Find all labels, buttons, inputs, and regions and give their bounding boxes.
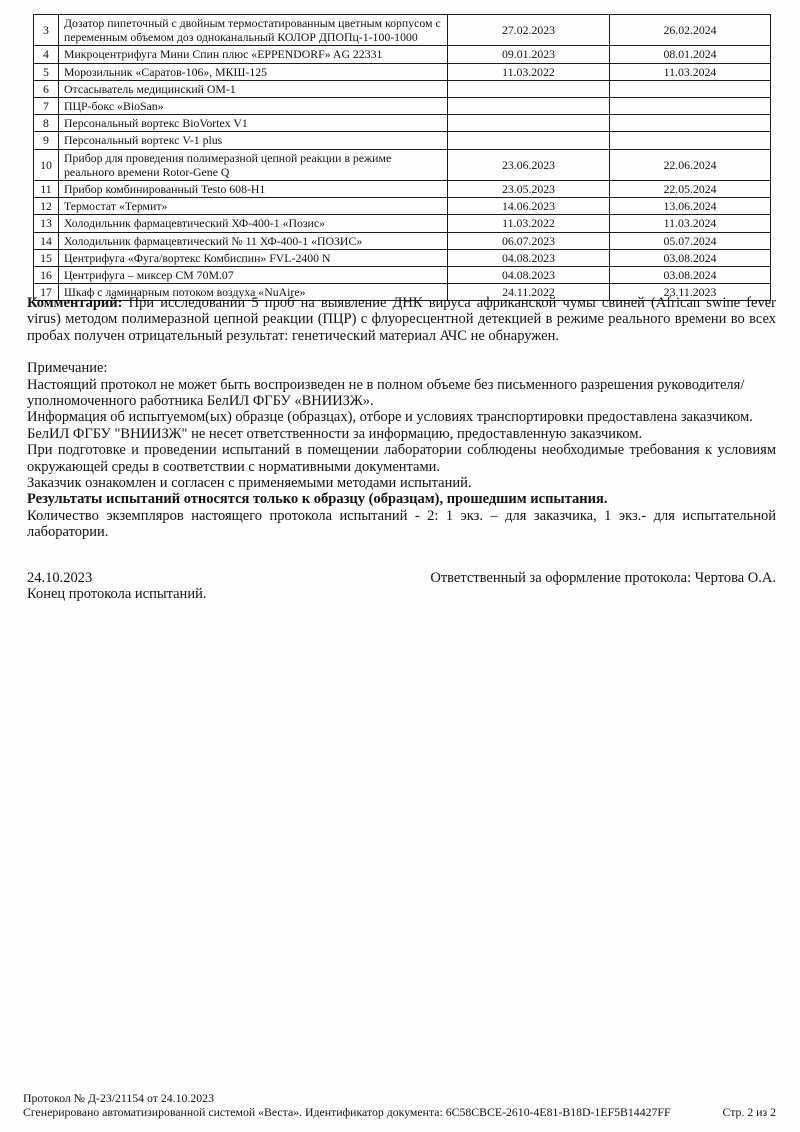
commentary-paragraph: Комментарий: При исследовании 5 проб на …	[27, 295, 776, 344]
signoff-date: 24.10.2023	[27, 569, 93, 586]
verification-date-cell: 23.05.2023	[447, 180, 610, 199]
footer-page-number: Стр. 2 из 2	[722, 1105, 776, 1120]
equipment-table: 3 Дозатор пипеточный с двойным термостат…	[33, 13, 771, 302]
equipment-name-cell: Термостат «Термит»	[58, 197, 448, 216]
verification-date-cell: 04.08.2023	[447, 266, 610, 285]
next-verification-cell: 08.01.2024	[609, 45, 771, 64]
verification-date-cell	[447, 114, 610, 133]
verification-date-cell: 24.11.2022	[447, 283, 610, 302]
row-number-cell: 16	[33, 266, 59, 285]
equipment-name-cell: Холодильник фармацевтический № 11 ХФ-400…	[58, 231, 448, 250]
next-verification-cell: 11.03.2024	[609, 214, 771, 233]
next-verification-cell: 22.05.2024	[609, 180, 771, 199]
commentary-label: Комментарий:	[27, 295, 123, 311]
row-number-cell: 6	[33, 79, 59, 99]
equipment-name-cell: ПЦР-бокс «BioSan»	[58, 97, 448, 116]
equipment-name-cell: Персональный вортекс BioVortex V1	[58, 114, 448, 133]
equipment-name-cell: Шкаф с ламинарным потоком воздуха «NuAir…	[58, 283, 448, 302]
verification-date-cell	[447, 97, 610, 116]
row-number-cell: 14	[33, 231, 59, 250]
next-verification-cell	[609, 114, 771, 133]
note-line-sample-info: Информация об испытуемом(ых) образце (об…	[27, 409, 753, 426]
table-row: 16 Центрифуга – миксер СМ 70М.07 04.08.2…	[33, 266, 771, 285]
table-row: 13 Холодильник фармацевтический ХФ-400-1…	[33, 214, 771, 233]
verification-date-cell	[447, 131, 610, 150]
verification-date-cell: 14.06.2023	[447, 197, 610, 216]
next-verification-cell: 22.06.2024	[609, 148, 771, 182]
table-row: 9 Персональный вортекс V-1 plus	[33, 131, 771, 150]
table-row: 10 Прибор для проведения полимеразной це…	[33, 148, 771, 182]
equipment-name-cell: Микроцентрифуга Мини Спин плюс «EPPENDOR…	[58, 45, 448, 64]
row-number-cell: 12	[33, 197, 59, 216]
next-verification-cell	[609, 79, 771, 99]
page-footer: Протокол № Д-23/21154 от 24.10.2023 Сген…	[23, 1091, 776, 1120]
row-number-cell: 15	[33, 248, 59, 268]
commentary-text: При исследовании 5 проб на выявление ДНК…	[27, 295, 776, 344]
note-line-results-scope: Результаты испытаний относятся только к …	[27, 491, 608, 508]
next-verification-cell: 03.08.2024	[609, 248, 771, 268]
verification-date-cell: 23.06.2023	[447, 148, 610, 182]
equipment-name-cell: Дозатор пипеточный с двойным термостатир…	[58, 13, 448, 47]
note-line-customer-agreement: Заказчик ознакомлен и согласен с применя…	[27, 475, 472, 492]
table-row: 8 Персональный вортекс BioVortex V1	[33, 114, 771, 133]
verification-date-cell: 11.03.2022	[447, 62, 610, 81]
verification-date-cell	[447, 79, 610, 99]
table-row: 17 Шкаф с ламинарным потоком воздуха «Nu…	[33, 283, 771, 302]
verification-date-cell: 06.07.2023	[447, 231, 610, 250]
note-line-reproduction: Настоящий протокол не может быть воспрои…	[27, 376, 745, 410]
row-number-cell: 5	[33, 62, 59, 81]
equipment-name-cell: Центрифуга – миксер СМ 70М.07	[58, 266, 448, 285]
signoff-row: 24.10.2023 Ответственный за оформление п…	[27, 570, 776, 586]
equipment-name-cell: Центрифуга «Фуга/вортекс Комбиспин» FVL-…	[58, 248, 448, 268]
table-row: 4 Микроцентрифуга Мини Спин плюс «EPPEND…	[33, 45, 771, 64]
row-number-cell: 10	[33, 148, 59, 182]
next-verification-cell: 05.07.2024	[609, 231, 771, 250]
next-verification-cell	[609, 131, 771, 150]
row-number-cell: 17	[33, 283, 59, 302]
row-number-cell: 13	[33, 214, 59, 233]
equipment-name-cell: Персональный вортекс V-1 plus	[58, 131, 448, 150]
note-line-environment: При подготовке и проведении испытаний в …	[27, 442, 776, 475]
row-number-cell: 7	[33, 97, 59, 116]
table-row: 14 Холодильник фармацевтический № 11 ХФ-…	[33, 231, 771, 250]
equipment-name-cell: Прибор для проведения полимеразной цепно…	[58, 148, 448, 182]
table-row: 11 Прибор комбинированный Testo 608-H1 2…	[33, 180, 771, 199]
verification-date-cell: 11.03.2022	[447, 214, 610, 233]
row-number-cell: 11	[33, 180, 59, 199]
document-body: Комментарий: При исследовании 5 проб на …	[27, 295, 776, 603]
next-verification-cell: 23.11.2023	[609, 283, 771, 302]
table-row: 12 Термостат «Термит» 14.06.2023 13.06.2…	[33, 197, 771, 216]
notes-title: Примечание:	[27, 360, 108, 377]
equipment-name-cell: Отсасыватель медицинский ОМ-1	[58, 79, 448, 99]
table-row: 5 Морозильник «Саратов-106», МКШ-125 11.…	[33, 62, 771, 81]
signoff-responsible: Ответственный за оформление протокола: Ч…	[430, 569, 776, 586]
footer-generated-line: Сгенерировано автоматизированной системо…	[23, 1105, 671, 1120]
table-row: 3 Дозатор пипеточный с двойным термостат…	[33, 13, 771, 47]
verification-date-cell: 27.02.2023	[447, 13, 610, 47]
table-row: 15 Центрифуга «Фуга/вортекс Комбиспин» F…	[33, 248, 771, 268]
note-line-responsibility: БелИЛ ФГБУ "ВНИИЗЖ" не несет ответственн…	[27, 425, 643, 442]
row-number-cell: 3	[33, 13, 59, 47]
next-verification-cell	[609, 97, 771, 116]
protocol-end-text: Конец протокола испытаний.	[27, 586, 207, 603]
row-number-cell: 4	[33, 45, 59, 64]
table-row: 7 ПЦР-бокс «BioSan»	[33, 97, 771, 116]
equipment-name-cell: Прибор комбинированный Testo 608-H1	[58, 180, 448, 199]
row-number-cell: 9	[33, 131, 59, 150]
next-verification-cell: 11.03.2024	[609, 62, 771, 81]
equipment-name-cell: Морозильник «Саратов-106», МКШ-125	[58, 62, 448, 81]
verification-date-cell: 04.08.2023	[447, 248, 610, 268]
table-row: 6 Отсасыватель медицинский ОМ-1	[33, 79, 771, 99]
equipment-name-cell: Холодильник фармацевтический ХФ-400-1 «П…	[58, 214, 448, 233]
note-line-copies: Количество экземпляров настоящего проток…	[27, 507, 776, 541]
next-verification-cell: 03.08.2024	[609, 266, 771, 285]
next-verification-cell: 26.02.2024	[609, 13, 771, 47]
row-number-cell: 8	[33, 114, 59, 133]
verification-date-cell: 09.01.2023	[447, 45, 610, 64]
next-verification-cell: 13.06.2024	[609, 197, 771, 216]
footer-protocol-number: Протокол № Д-23/21154 от 24.10.2023	[23, 1091, 214, 1105]
